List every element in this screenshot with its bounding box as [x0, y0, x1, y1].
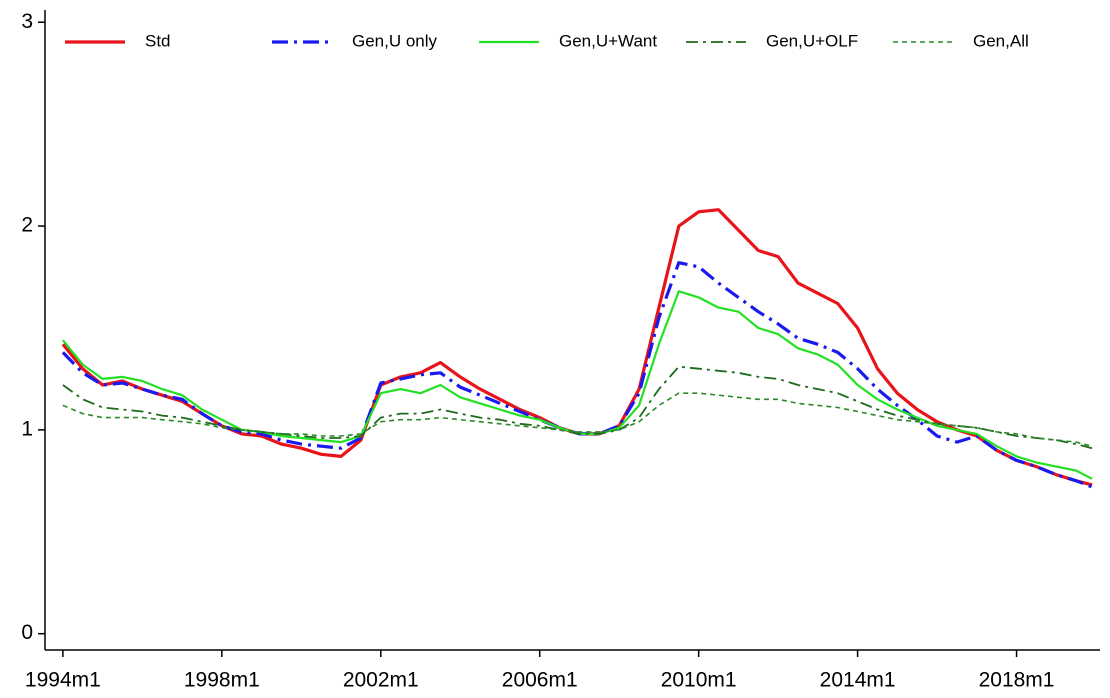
x-tick-label: 1994m1: [25, 669, 101, 692]
series-line: [62, 392, 1093, 447]
legend-label: Gen,All: [973, 31, 1029, 50]
x-tick-label: 2006m1: [502, 669, 578, 692]
y-tick-label: 1: [21, 417, 33, 440]
legend-label: Gen,U+OLF: [766, 31, 858, 50]
series-line: [61, 208, 1093, 487]
legend-label: Gen,U+Want: [559, 31, 657, 50]
y-tick-label: 0: [21, 621, 33, 644]
y-tick-label: 3: [21, 10, 33, 33]
x-tick-label: 2002m1: [343, 669, 419, 692]
legend-label: Gen,U only: [352, 31, 438, 50]
y-tick-label: 2: [21, 214, 33, 237]
x-tick-label: 2010m1: [661, 669, 737, 692]
x-tick-label: 1998m1: [184, 669, 260, 692]
x-tick-label: 2018m1: [979, 669, 1055, 692]
legend-label: Std: [145, 31, 171, 50]
series-line: [62, 290, 1093, 480]
x-tick-label: 2014m1: [820, 669, 896, 692]
series-line: [61, 261, 1093, 489]
